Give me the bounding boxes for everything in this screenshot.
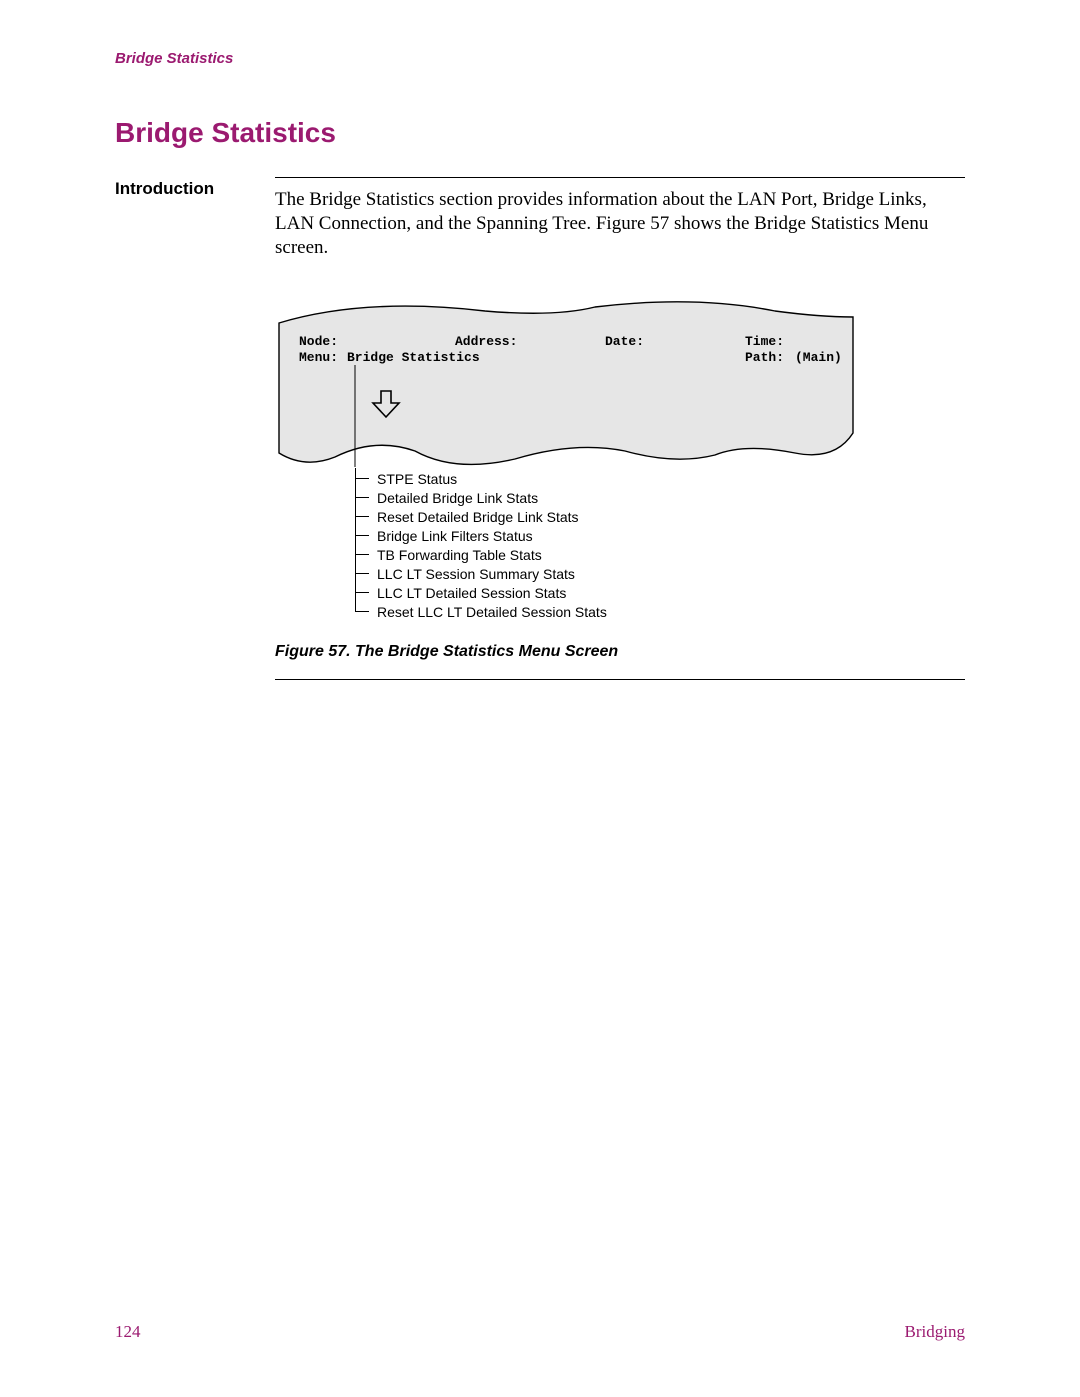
rule-bottom <box>275 679 965 680</box>
tree-branch-icon <box>355 583 377 602</box>
menu-item-label: Detailed Bridge Link Stats <box>377 490 538 506</box>
label-node: Node: <box>299 334 338 349</box>
label-time: Time: <box>745 334 784 349</box>
menu-item-label: Reset Detailed Bridge Link Stats <box>377 509 579 525</box>
menu-item: LLC LT Detailed Session Stats <box>355 583 965 602</box>
label-path-prefix: Path: <box>745 350 784 365</box>
rule-top <box>275 177 965 178</box>
menu-item: LLC LT Session Summary Stats <box>355 564 965 583</box>
menu-item: Reset LLC LT Detailed Session Stats <box>355 602 965 621</box>
menu-item-label: STPE Status <box>377 471 457 487</box>
menu-item: STPE Status <box>355 469 965 488</box>
menu-item-label: LLC LT Session Summary Stats <box>377 566 575 582</box>
label-date: Date: <box>605 334 644 349</box>
page-title: Bridge Statistics <box>115 117 965 149</box>
intro-section: Introduction The Bridge Statistics secti… <box>115 177 965 680</box>
menu-item-label: LLC LT Detailed Session Stats <box>377 585 566 601</box>
menu-item-list: STPE Status Detailed Bridge Link Stats Res… <box>355 469 965 621</box>
menu-item-label: TB Forwarding Table Stats <box>377 547 542 563</box>
tree-branch-icon <box>355 602 377 621</box>
screen-shape <box>279 302 853 465</box>
menu-item-label: Bridge Link Filters Status <box>377 528 533 544</box>
label-menu-value: Bridge Statistics <box>347 350 480 365</box>
tree-branch-icon <box>355 564 377 583</box>
figure-caption: Figure 57. The Bridge Statistics Menu Sc… <box>275 643 965 661</box>
menu-item-label: Reset LLC LT Detailed Session Stats <box>377 604 607 620</box>
page-footer: 124 Bridging <box>115 1322 965 1342</box>
section-body: The Bridge Statistics section provides i… <box>275 177 965 680</box>
menu-item: Bridge Link Filters Status <box>355 526 965 545</box>
tree-branch-icon <box>355 488 377 507</box>
label-menu-prefix: Menu: <box>299 350 338 365</box>
tree-branch-icon <box>355 469 377 488</box>
section-label: Introduction <box>115 177 275 680</box>
terminal-screen: Node: Address: Date: Time: Menu: Bridge … <box>275 295 857 467</box>
figure: Node: Address: Date: Time: Menu: Bridge … <box>275 295 965 680</box>
label-path-value: (Main) <box>795 350 842 365</box>
running-header: Bridge Statistics <box>115 50 965 67</box>
tree-branch-icon <box>355 526 377 545</box>
menu-item: TB Forwarding Table Stats <box>355 545 965 564</box>
tree-branch-icon <box>355 545 377 564</box>
chapter-name: Bridging <box>905 1322 965 1342</box>
menu-item: Detailed Bridge Link Stats <box>355 488 965 507</box>
menu-item: Reset Detailed Bridge Link Stats <box>355 507 965 526</box>
page: Bridge Statistics Bridge Statistics Intr… <box>0 0 1080 1397</box>
tree-branch-icon <box>355 507 377 526</box>
intro-text: The Bridge Statistics section provides i… <box>275 188 965 259</box>
page-number: 124 <box>115 1322 141 1342</box>
label-address: Address: <box>455 334 517 349</box>
